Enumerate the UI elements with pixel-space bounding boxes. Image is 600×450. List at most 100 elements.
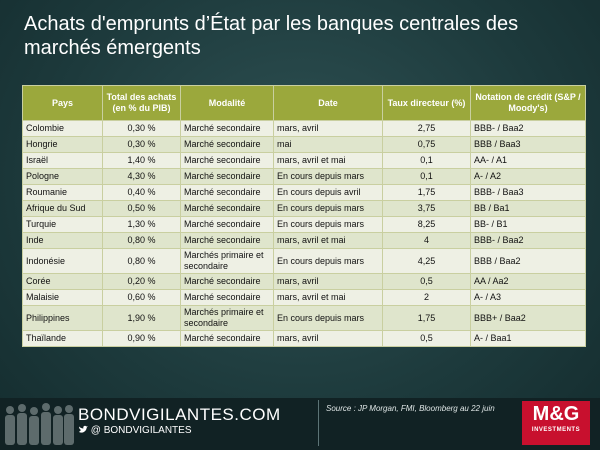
column-header: Notation de crédit (S&P / Moody's) [470,85,586,121]
table-cell: 4,30 % [102,168,181,185]
table-cell: AA / Aa2 [470,273,586,290]
table-cell: Malaisie [22,289,103,306]
table-cell: Marché secondaire [180,330,274,347]
table-cell: BBB / Baa3 [470,136,586,153]
table-cell: mars, avril et mai [273,152,383,169]
purchases-table: Pays Total des achats (en % du PIB) Modali… [22,85,586,347]
table-cell: BB- / B1 [470,216,586,233]
table-cell: En cours depuis mars [273,168,383,185]
table-cell: Marché secondaire [180,136,274,153]
table-cell: A- / A2 [470,168,586,185]
table-cell: mars, avril [273,330,383,347]
table-row: Afrique du Sud 0,50 % Marché secondaire En … [22,200,586,217]
table-cell: BBB- / Baa2 [470,232,586,249]
table-cell: Roumanie [22,184,103,201]
table-cell: 0,75 [382,136,471,153]
table-cell: A- / Baa1 [470,330,586,347]
table-cell: 1,75 [382,305,471,331]
table-cell: Marchés primaire et secondaire [180,248,274,274]
header-row: Pays Total des achats (en % du PIB) Modali… [22,85,586,121]
column-header: Taux directeur (%) [382,85,471,121]
table-cell: Marché secondaire [180,232,274,249]
table-cell: 4 [382,232,471,249]
table-cell: 1,40 % [102,152,181,169]
footer [0,398,600,450]
divider [318,400,319,446]
table-row: Hongrie 0,30 % Marché secondaire mai 0,75 BBB… [22,136,586,153]
table-cell: 0,80 % [102,232,181,249]
table-row: Pologne 4,30 % Marché secondaire En cours d… [22,168,586,185]
source-note: Source : JP Morgan, FMI, Bloomberg au 22… [326,404,495,413]
table-row: Thaïlande 0,90 % Marché secondaire mars, av… [22,330,586,347]
twitter-icon [79,425,88,433]
table-cell: mai [273,136,383,153]
table-cell: 8,25 [382,216,471,233]
table-cell: 0,80 % [102,248,181,274]
table-cell: 3,75 [382,200,471,217]
table-cell: Marché secondaire [180,216,274,233]
table-cell: Marché secondaire [180,152,274,169]
table-cell: Turquie [22,216,103,233]
column-header: Date [273,85,383,121]
twitter-handle: @ BONDVIGILANTES [78,425,192,436]
table-cell: 0,1 [382,168,471,185]
logo-mark: M&G [532,403,580,425]
table-cell: Marché secondaire [180,184,274,201]
column-header: Pays [22,85,103,121]
table-cell: BBB- / Baa2 [470,120,586,137]
table-cell: En cours depuis avril [273,184,383,201]
table-cell: 0,30 % [102,136,181,153]
table-cell: Corée [22,273,103,290]
table-cell: 1,30 % [102,216,181,233]
table-cell: 1,75 [382,184,471,201]
table-cell: BB / Ba1 [470,200,586,217]
table-cell: Thaïlande [22,330,103,347]
table-cell: Marché secondaire [180,289,274,306]
table-cell: AA- / A1 [470,152,586,169]
table-cell: 0,90 % [102,330,181,347]
table-cell: Marché secondaire [180,120,274,137]
website: BONDVIGILANTES.COM [78,405,281,424]
table-cell: Hongrie [22,136,103,153]
table-cell: mars, avril [273,120,383,137]
table-cell: 0,20 % [102,273,181,290]
table-cell: Marché secondaire [180,168,274,185]
table-cell: Marché secondaire [180,273,274,290]
table-cell: En cours depuis mars [273,305,383,331]
table-cell: 2,75 [382,120,471,137]
table-cell: Israël [22,152,103,169]
table-row: Israël 1,40 % Marché secondaire mars, avril… [22,152,586,169]
column-header: Modalité [180,85,274,121]
table-cell: 0,50 % [102,200,181,217]
table-cell: En cours depuis mars [273,200,383,217]
table-cell: 0,1 [382,152,471,169]
twitter-text: @ BONDVIGILANTES [90,425,192,436]
table-row: Philippines 1,90 % Marchés primaire et sec… [22,305,586,331]
table-row: Inde 0,80 % Marché secondaire mars, avril e… [22,232,586,249]
table-cell: Colombie [22,120,103,137]
table-cell: 1,90 % [102,305,181,331]
table-cell: BBB+ / Baa2 [470,305,586,331]
table-cell: BBB / Baa2 [470,248,586,274]
table-body: Colombie 0,30 % Marché secondaire mars, avr… [22,120,586,347]
logo: M&G INVESTMENTS [522,401,590,445]
table-row: Indonésie 0,80 % Marchés primaire et secon… [22,248,586,274]
table-cell: 0,5 [382,330,471,347]
table-cell: Afrique du Sud [22,200,103,217]
table-cell: BBB- / Baa3 [470,184,586,201]
table-row: Corée 0,20 % Marché secondaire mars, avril 0… [22,273,586,290]
table-cell: Indonésie [22,248,103,274]
table-cell: 0,40 % [102,184,181,201]
column-header: Total des achats (en % du PIB) [102,85,181,121]
table-cell: mars, avril [273,273,383,290]
table-row: Roumanie 0,40 % Marché secondaire En cours … [22,184,586,201]
table-cell: 0,30 % [102,120,181,137]
table-cell: A- / A3 [470,289,586,306]
table-cell: Marchés primaire et secondaire [180,305,274,331]
table-cell: 4,25 [382,248,471,274]
table-row: Turquie 1,30 % Marché secondaire En cours d… [22,216,586,233]
table-cell: Philippines [22,305,103,331]
table-cell: 2 [382,289,471,306]
logo-subtitle: INVESTMENTS [531,427,581,433]
